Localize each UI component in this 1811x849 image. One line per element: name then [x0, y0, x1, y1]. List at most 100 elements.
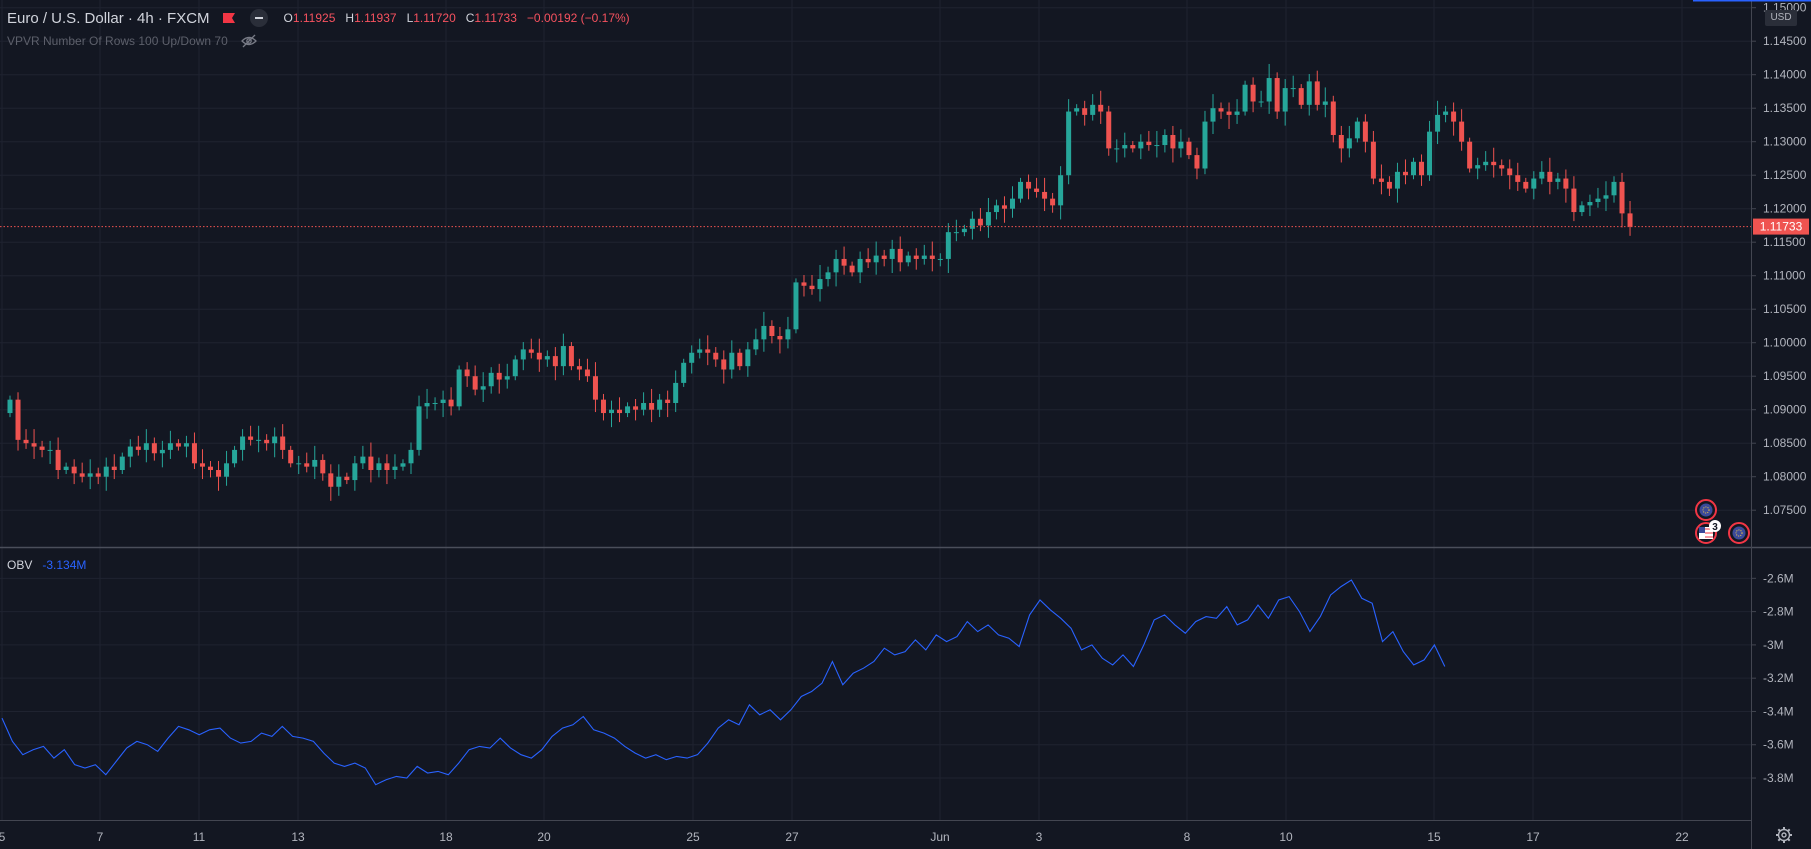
- low-label: L: [406, 11, 414, 25]
- candle-body: [1603, 195, 1609, 199]
- time-tick-label: 25: [686, 830, 700, 844]
- symbol-legend[interactable]: Euro / U.S. Dollar · 4h · FXCM O1.11925 …: [7, 9, 630, 27]
- time-tick-label: 7: [97, 830, 104, 844]
- candle-body: [392, 466, 398, 471]
- candle-body: [1298, 88, 1304, 105]
- candle-body: [1082, 108, 1088, 115]
- time-tick-label: 27: [785, 830, 799, 844]
- current-price-label: 1.11733: [1760, 220, 1803, 234]
- hide-series-button[interactable]: [249, 9, 268, 27]
- candlestick-series: [7, 63, 1633, 501]
- candle-body: [1338, 134, 1344, 149]
- candle-body: [745, 349, 751, 367]
- candle-body: [1443, 111, 1449, 115]
- candle-body: [1186, 141, 1192, 156]
- candle-body: [248, 436, 254, 440]
- vpvr-label[interactable]: VPVR Number Of Rows 100 Up/Down 70: [7, 34, 228, 48]
- candle-body: [769, 325, 775, 337]
- obv-tick-label: -3.6M: [1763, 738, 1794, 752]
- vpvr-legend[interactable]: VPVR Number Of Rows 100 Up/Down 70: [7, 34, 258, 48]
- candle-body: [216, 470, 222, 477]
- price-tick-label: 1.12000: [1763, 202, 1807, 216]
- price-tick-label: 1.10000: [1763, 336, 1807, 350]
- candle-body: [1058, 175, 1064, 206]
- candle-body: [1266, 78, 1272, 102]
- us-event-badge: 3: [1695, 520, 1721, 544]
- event-badge-fill: [1699, 503, 1713, 517]
- candle-body: [31, 443, 37, 447]
- candle-body: [697, 349, 703, 353]
- symbol-title[interactable]: Euro / U.S. Dollar · 4h · FXCM: [7, 9, 210, 27]
- candle-body: [705, 349, 711, 353]
- candle-body: [737, 352, 743, 367]
- candle-body: [199, 463, 205, 467]
- time-tick-label: 18: [439, 830, 453, 844]
- candle-body: [1515, 175, 1521, 182]
- candle-body: [23, 439, 29, 444]
- close-label: C: [465, 11, 475, 25]
- candle-body: [208, 466, 213, 471]
- candle-body: [488, 372, 494, 387]
- high-value: 1.11937: [354, 11, 397, 25]
- event-badge-fill: [1732, 526, 1746, 540]
- candle-body: [1595, 198, 1601, 202]
- candle-body: [1138, 141, 1144, 149]
- candle-body: [1627, 213, 1633, 227]
- candle-body: [897, 248, 903, 263]
- candle-body: [625, 406, 631, 414]
- eye-slash-icon[interactable]: [240, 34, 258, 48]
- candle-body: [584, 369, 590, 377]
- candle-body: [1114, 148, 1120, 150]
- candle-body: [103, 466, 109, 477]
- candle-body: [1330, 101, 1336, 135]
- candle-body: [296, 463, 302, 465]
- time-tick-label: 22: [1675, 830, 1689, 844]
- candle-body: [47, 449, 53, 451]
- time-tick-label: 17: [1526, 830, 1540, 844]
- candle-body: [360, 456, 366, 464]
- obv-name[interactable]: OBV: [7, 558, 33, 572]
- candle-body: [183, 443, 189, 447]
- price-tick-label: 1.10500: [1763, 302, 1807, 316]
- candle-body: [15, 399, 21, 440]
- candle-body: [1427, 131, 1433, 176]
- candle-body: [456, 369, 462, 407]
- candle-body: [1555, 178, 1561, 182]
- price-tick-label: 1.08500: [1763, 436, 1807, 450]
- candle-body: [416, 406, 422, 450]
- candle-body: [905, 255, 911, 263]
- candle-body: [1290, 88, 1296, 90]
- time-tick-label: 13: [291, 830, 305, 844]
- candle-body: [1547, 171, 1553, 182]
- candle-body: [865, 258, 871, 263]
- candle-body: [721, 359, 727, 370]
- candle-body: [520, 349, 526, 360]
- candle-body: [1210, 108, 1216, 122]
- candle-body: [1066, 111, 1072, 176]
- candle-body: [1539, 171, 1545, 179]
- candle-body: [1034, 188, 1040, 192]
- candle-body: [1098, 104, 1104, 112]
- candle-body: [1090, 104, 1096, 115]
- candle-body: [1523, 181, 1529, 189]
- time-tick-label: 10: [1279, 830, 1293, 844]
- obv-line: [1, 579, 1446, 786]
- candle-body: [1258, 101, 1264, 103]
- candle-body: [753, 339, 759, 350]
- minus-icon: [254, 17, 263, 19]
- candle-body: [801, 282, 807, 286]
- candle-body: [913, 255, 919, 259]
- candle-body: [713, 352, 719, 360]
- obv-tick-label: -3.8M: [1763, 771, 1794, 785]
- currency-label[interactable]: USD: [1765, 10, 1797, 26]
- event-count-label: 3: [1712, 522, 1718, 533]
- candle-body: [1234, 111, 1240, 115]
- flag-icon[interactable]: [222, 12, 236, 24]
- obv-legend[interactable]: OBV -3.134M: [7, 558, 86, 572]
- gear-icon[interactable]: [1775, 826, 1793, 844]
- close-value: 1.11733: [474, 11, 517, 25]
- candle-body: [159, 449, 165, 454]
- candle-body: [761, 325, 767, 340]
- candle-body: [191, 443, 197, 464]
